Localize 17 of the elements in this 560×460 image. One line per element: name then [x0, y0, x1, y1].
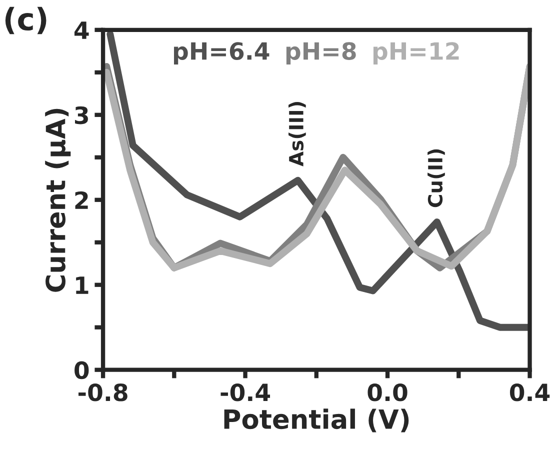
y-tick-label: 4 — [74, 22, 89, 39]
text: pH=8 — [286, 42, 356, 65]
x-axis-title: Potential (V) — [224, 408, 409, 432]
x-tick-label: 0.4 — [510, 383, 550, 402]
y-tick-label: 3 — [74, 106, 88, 124]
text: pH=6.4 — [174, 42, 270, 65]
x-tick-label: -0.8 — [78, 383, 128, 402]
annotation: As(III) — [288, 102, 306, 166]
x-tick-label: 0.0 — [368, 383, 408, 402]
y-tick-label: 2 — [75, 191, 88, 209]
text: (c) — [5, 6, 46, 34]
y-tick-label: 1 — [76, 276, 88, 294]
annotation: Cu(II) — [428, 149, 445, 208]
x-tick-label: -0.4 — [220, 383, 270, 402]
y-axis-title: Current (μA) — [45, 108, 71, 292]
y-tick-label: 0 — [74, 361, 89, 380]
text: pH=12 — [373, 42, 459, 65]
